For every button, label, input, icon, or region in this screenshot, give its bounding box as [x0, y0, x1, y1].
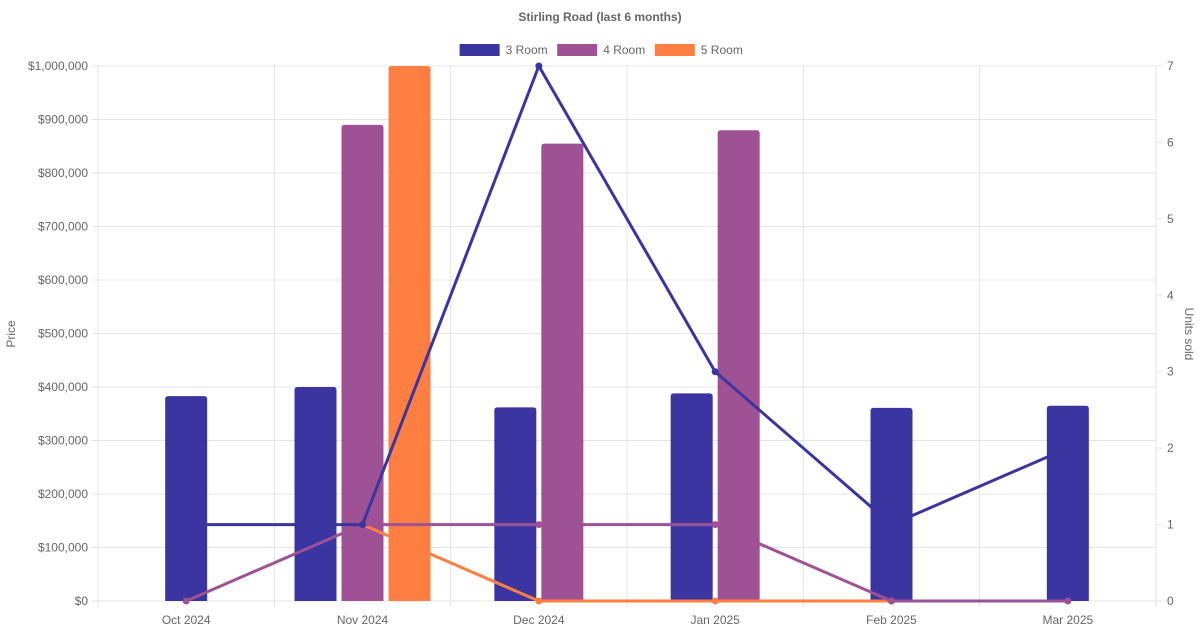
- line-4-room: [185, 523, 1068, 603]
- point-4-room: [535, 521, 543, 529]
- legend-label: 3 Room: [506, 43, 548, 57]
- y-left-tick-label: $900,000: [38, 113, 88, 127]
- y-right-tick-label: 4: [1167, 288, 1174, 302]
- point-5-room: [535, 597, 543, 605]
- bar-3-room-dec-2024: [494, 407, 537, 601]
- y-left-tick-label: $200,000: [38, 487, 88, 501]
- legend-swatch-5-room: [654, 44, 695, 56]
- point-3-room: [888, 521, 895, 529]
- y-right-tick-label: 7: [1167, 59, 1174, 73]
- legend-label: 5 Room: [701, 43, 743, 57]
- bar-4-room-nov-2024: [341, 124, 384, 601]
- x-tick-label: Mar 2025: [1042, 613, 1093, 627]
- x-tick-label: Oct 2024: [162, 613, 211, 627]
- y-right-tick-label: 5: [1167, 212, 1174, 226]
- units-lines: [182, 62, 1072, 605]
- x-tick-label: Jan 2025: [690, 613, 740, 627]
- bar-3-room-nov-2024: [294, 387, 337, 601]
- line-3-room: [186, 64, 1069, 527]
- bar-3-room-feb-2025: [870, 407, 913, 601]
- legend-label: 4 Room: [603, 43, 645, 57]
- y-left-axis-title: Price: [4, 320, 18, 348]
- point-3-room: [359, 521, 366, 529]
- bar-4-room-jan-2025: [717, 130, 760, 601]
- y-right-axis-title: Units sold: [1182, 308, 1196, 361]
- y-right-tick-label: 2: [1167, 441, 1174, 455]
- chart-title: Stirling Road (last 6 months): [518, 10, 681, 24]
- y-left-tick-label: $600,000: [38, 273, 88, 287]
- y-right-tick-label: 3: [1167, 365, 1174, 379]
- y-left-tick-label: $800,000: [38, 166, 88, 180]
- legend: 3 Room 4 Room 5 Room: [459, 43, 743, 57]
- point-3-room: [182, 521, 190, 529]
- y-left-tick-label: $1,000,000: [28, 59, 88, 73]
- point-3-room: [1064, 444, 1072, 452]
- y-right-tick-label: 1: [1167, 518, 1174, 532]
- y-left-tick-label: $500,000: [38, 327, 88, 341]
- gridlines: [97, 65, 1157, 607]
- price-bars: [165, 66, 1089, 601]
- y-left-tick-label: $700,000: [38, 220, 88, 234]
- x-tick-label: Feb 2025: [866, 613, 917, 627]
- line-5-room: [361, 523, 892, 603]
- bar-3-room-jan-2025: [670, 393, 713, 601]
- bar-3-room-oct-2024: [165, 396, 208, 601]
- point-4-room: [711, 521, 719, 529]
- legend-swatch-3-room: [459, 44, 500, 56]
- legend-swatch-4-room: [557, 44, 598, 56]
- y-left-tick-label: $100,000: [38, 541, 88, 555]
- x-tick-label: Dec 2024: [513, 613, 565, 627]
- point-3-room: [535, 62, 543, 70]
- point-5-room: [711, 597, 719, 605]
- y-left-tick-label: $400,000: [38, 380, 88, 394]
- bar-5-room-nov-2024: [388, 66, 431, 601]
- point-4-room: [888, 597, 895, 605]
- x-tick-label: Nov 2024: [337, 613, 389, 627]
- y-left-tick-label: $0: [75, 594, 89, 608]
- y-right-tick-label: 0: [1167, 594, 1174, 608]
- bar-3-room-mar-2025: [1046, 405, 1089, 601]
- axes: $0 $100,000 $200,000 $300,000 $400,000 $500,0…: [28, 59, 1174, 627]
- y-right-tick-label: 6: [1167, 135, 1174, 149]
- point-4-room: [1064, 597, 1072, 605]
- y-left-tick-label: $300,000: [38, 434, 88, 448]
- point-4-room: [182, 597, 190, 605]
- point-3-room: [711, 368, 719, 376]
- bar-4-room-dec-2024: [541, 143, 584, 601]
